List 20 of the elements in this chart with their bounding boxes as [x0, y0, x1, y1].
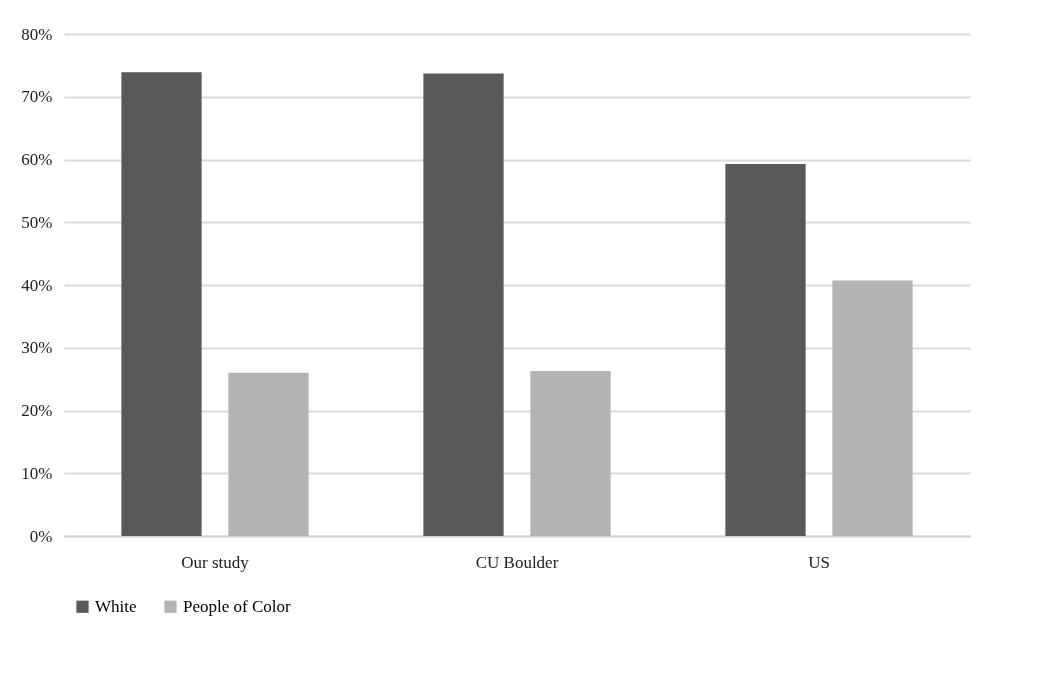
bar: [423, 73, 504, 536]
y-tick-label: 50%: [21, 212, 53, 232]
y-tick-label: 20%: [21, 401, 53, 420]
y-tick-label: 40%: [21, 275, 53, 295]
x-tick-label: CU Boulder: [475, 552, 559, 572]
bar: [832, 280, 913, 536]
legend-label: White: [95, 596, 137, 616]
y-tick-label: 60%: [21, 150, 53, 169]
y-tick-label: 80%: [21, 24, 53, 44]
bar: [121, 72, 202, 536]
x-tick-label: Our study: [181, 552, 250, 572]
y-tick-label: 70%: [21, 87, 53, 107]
y-tick-label: 10%: [21, 463, 53, 483]
bar: [530, 370, 611, 536]
y-tick-label: 0%: [29, 526, 53, 546]
x-tick-label: US: [808, 552, 830, 572]
legend-label: People of Color: [183, 596, 291, 616]
bar: [725, 163, 806, 536]
bar: [228, 372, 309, 536]
y-tick-label: 30%: [21, 338, 53, 358]
